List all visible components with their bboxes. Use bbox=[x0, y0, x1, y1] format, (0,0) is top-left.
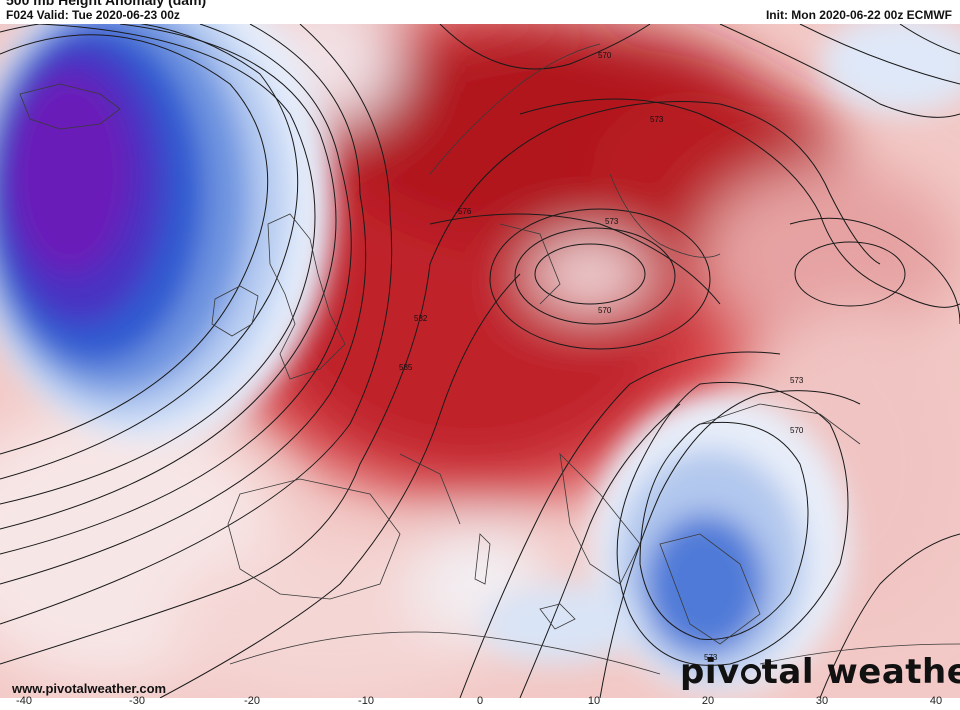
lon-tick: 0 bbox=[476, 695, 484, 707]
lon-tick: 40 bbox=[929, 695, 943, 707]
contour-label: 570 bbox=[598, 51, 612, 60]
website-link[interactable]: www.pivotalweather.com bbox=[12, 681, 167, 696]
contour-label: 576 bbox=[458, 207, 472, 216]
valid-time: F024 Valid: Tue 2020-06-23 00z bbox=[6, 8, 180, 22]
lon-tick: -40 bbox=[16, 695, 32, 707]
anomaly-map: 570 573 576 573 570 582 585 573 570 573 bbox=[0, 24, 960, 698]
lon-tick: -10 bbox=[358, 695, 374, 707]
lon-tick: -30 bbox=[129, 695, 145, 707]
pivotal-weather-logo: piv tal weather bbox=[680, 652, 960, 692]
contour-label: 573 bbox=[605, 217, 619, 226]
contour-label: 570 bbox=[598, 306, 612, 315]
lon-tick: -20 bbox=[244, 695, 260, 707]
lon-tick: 10 bbox=[587, 695, 601, 707]
longitude-axis: -40 -30 -20 -10 0 10 20 30 40 bbox=[0, 695, 960, 710]
contour-label: 582 bbox=[414, 314, 428, 323]
contour-label: 573 bbox=[704, 653, 718, 662]
logo-text-right: tal weather bbox=[761, 652, 960, 692]
contour-label: 573 bbox=[650, 115, 664, 124]
trough-fill bbox=[0, 24, 960, 694]
coastlines bbox=[19, 43, 960, 675]
contour-label: 585 bbox=[399, 363, 413, 372]
logo-text-left: piv bbox=[680, 652, 740, 692]
map-title: 500 mb Height Anomaly (dam) bbox=[6, 0, 207, 8]
contour-labels: 570 573 576 573 570 582 585 573 570 573 bbox=[399, 51, 804, 662]
header: 500 mb Height Anomaly (dam) F024 Valid: … bbox=[0, 0, 960, 24]
lon-tick: 20 bbox=[701, 695, 715, 707]
init-time: Init: Mon 2020-06-22 00z ECMWF bbox=[765, 8, 952, 22]
contour-label: 573 bbox=[790, 376, 804, 385]
height-contours bbox=[0, 24, 960, 698]
lon-tick: 30 bbox=[815, 695, 829, 707]
contour-label: 570 bbox=[790, 426, 804, 435]
sun-icon bbox=[740, 664, 761, 684]
